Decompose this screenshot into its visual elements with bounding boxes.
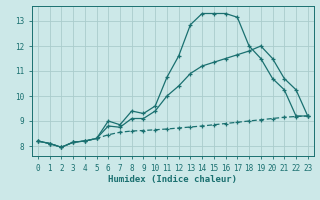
X-axis label: Humidex (Indice chaleur): Humidex (Indice chaleur) xyxy=(108,175,237,184)
